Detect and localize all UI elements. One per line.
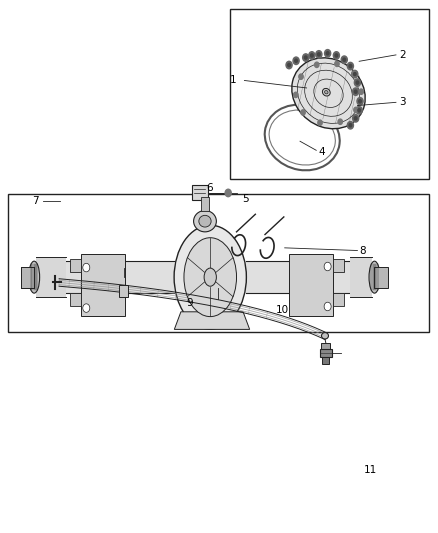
Circle shape: [335, 54, 338, 57]
Circle shape: [358, 109, 360, 112]
Circle shape: [286, 61, 292, 69]
Circle shape: [357, 98, 363, 105]
Text: 3: 3: [399, 98, 406, 107]
Circle shape: [359, 100, 361, 103]
FancyBboxPatch shape: [119, 285, 128, 297]
Circle shape: [359, 89, 364, 94]
Ellipse shape: [269, 110, 336, 165]
Ellipse shape: [184, 238, 237, 317]
Circle shape: [352, 71, 356, 77]
FancyBboxPatch shape: [320, 349, 332, 357]
Polygon shape: [66, 261, 174, 293]
Circle shape: [311, 54, 313, 57]
Ellipse shape: [292, 58, 365, 129]
Circle shape: [293, 92, 298, 98]
Circle shape: [356, 107, 362, 114]
Text: 7: 7: [32, 197, 39, 206]
Circle shape: [354, 90, 357, 93]
Circle shape: [347, 122, 353, 129]
Text: 9: 9: [186, 298, 193, 308]
Ellipse shape: [174, 225, 246, 329]
FancyBboxPatch shape: [333, 293, 344, 306]
Ellipse shape: [204, 268, 216, 286]
Circle shape: [301, 110, 305, 115]
Circle shape: [83, 263, 90, 272]
Ellipse shape: [199, 215, 211, 227]
FancyBboxPatch shape: [21, 266, 34, 288]
Circle shape: [354, 79, 360, 86]
Text: 11: 11: [364, 465, 377, 475]
Circle shape: [354, 117, 357, 120]
FancyBboxPatch shape: [70, 259, 81, 272]
Polygon shape: [174, 312, 250, 329]
FancyBboxPatch shape: [289, 254, 333, 316]
Circle shape: [341, 56, 347, 63]
Circle shape: [324, 302, 331, 311]
Circle shape: [335, 61, 339, 67]
Circle shape: [314, 62, 319, 68]
FancyBboxPatch shape: [201, 197, 209, 211]
FancyBboxPatch shape: [81, 254, 125, 316]
Text: 6: 6: [206, 183, 213, 192]
Circle shape: [309, 52, 315, 59]
Circle shape: [303, 54, 309, 61]
FancyBboxPatch shape: [70, 293, 81, 306]
Circle shape: [343, 58, 346, 61]
Circle shape: [288, 63, 290, 67]
FancyBboxPatch shape: [322, 357, 329, 364]
Text: 10: 10: [276, 305, 289, 315]
Circle shape: [353, 72, 356, 76]
Circle shape: [353, 115, 359, 122]
Ellipse shape: [325, 91, 328, 94]
Circle shape: [324, 262, 331, 271]
Circle shape: [304, 56, 307, 59]
Ellipse shape: [369, 261, 380, 293]
Circle shape: [318, 120, 322, 125]
FancyBboxPatch shape: [8, 194, 429, 332]
Circle shape: [225, 189, 231, 197]
Ellipse shape: [29, 261, 40, 293]
Ellipse shape: [265, 104, 340, 171]
Circle shape: [316, 51, 322, 58]
Circle shape: [83, 304, 90, 312]
Circle shape: [354, 107, 358, 112]
Circle shape: [318, 53, 320, 56]
Text: 5: 5: [242, 195, 249, 204]
Circle shape: [338, 119, 343, 124]
Text: 8: 8: [359, 246, 366, 255]
FancyBboxPatch shape: [333, 259, 344, 272]
Ellipse shape: [194, 211, 216, 232]
Circle shape: [352, 70, 358, 78]
FancyBboxPatch shape: [374, 266, 388, 288]
Circle shape: [325, 50, 331, 57]
FancyBboxPatch shape: [321, 343, 330, 350]
Circle shape: [299, 74, 303, 79]
Circle shape: [353, 88, 359, 95]
Polygon shape: [36, 257, 66, 297]
Polygon shape: [246, 261, 350, 293]
Circle shape: [295, 59, 297, 62]
Text: 2: 2: [399, 50, 406, 60]
Text: 1: 1: [230, 76, 237, 85]
Polygon shape: [350, 257, 372, 297]
Circle shape: [356, 81, 359, 84]
FancyBboxPatch shape: [230, 9, 429, 179]
FancyBboxPatch shape: [192, 185, 208, 200]
Circle shape: [326, 52, 329, 55]
Circle shape: [349, 64, 352, 68]
Text: 4: 4: [318, 148, 325, 157]
Circle shape: [293, 57, 299, 64]
Ellipse shape: [321, 333, 328, 339]
Circle shape: [347, 62, 353, 70]
Circle shape: [349, 124, 352, 127]
Ellipse shape: [322, 88, 330, 96]
Circle shape: [333, 52, 339, 59]
